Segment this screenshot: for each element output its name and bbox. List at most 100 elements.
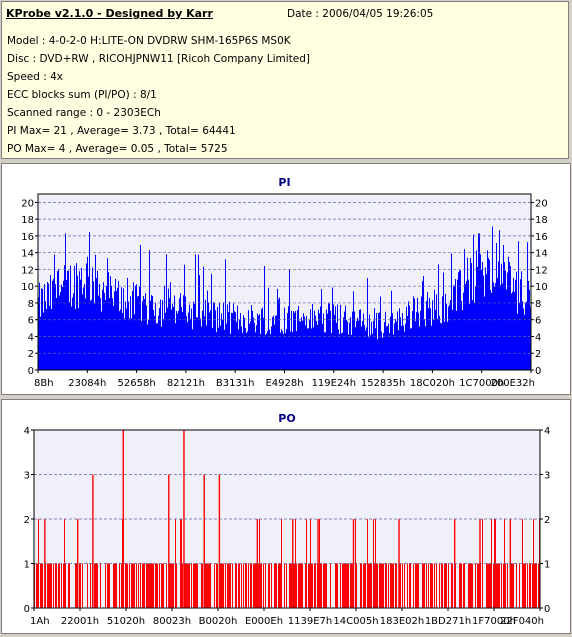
po-bar: [383, 563, 384, 608]
pi-bar: [309, 320, 310, 370]
po-bar: [301, 563, 302, 608]
po-bar: [53, 563, 54, 608]
po-bar: [445, 563, 446, 608]
po-bar: [532, 563, 533, 608]
po-bar: [241, 563, 242, 608]
pi-bar: [450, 300, 451, 370]
po-bar: [426, 563, 427, 608]
pi-bar: [270, 333, 271, 370]
pi-bar: [451, 253, 452, 370]
pi-bar: [443, 272, 444, 370]
chart-title: PO: [278, 412, 295, 425]
po-bar: [501, 563, 502, 608]
pi-bar: [503, 245, 504, 370]
pi-bar: [192, 329, 193, 370]
y-tick-label-right: 16: [535, 232, 548, 243]
po-bar: [136, 563, 137, 608]
po-bar: [114, 563, 115, 608]
po-bar: [434, 563, 435, 608]
po-bar: [460, 563, 461, 608]
pi-bar: [87, 256, 88, 370]
pi-bar: [507, 272, 508, 370]
po-spike: [168, 474, 170, 608]
po-bar: [79, 563, 80, 608]
po-bar: [271, 563, 272, 608]
pi-bar: [459, 270, 460, 370]
pi-bar: [95, 254, 96, 370]
po-bar: [463, 563, 464, 608]
pi-summary: PI Max= 21 , Average= 3.73 , Total= 6444…: [7, 125, 236, 137]
pi-bar: [325, 332, 326, 370]
po-bar: [196, 563, 197, 608]
pi-bar: [322, 323, 323, 370]
pi-bar: [100, 298, 101, 370]
pi-bar: [168, 288, 169, 370]
pi-bar: [120, 309, 121, 370]
po-bar: [315, 563, 316, 608]
pi-bar: [513, 277, 514, 370]
pi-bar: [157, 323, 158, 370]
po-bar: [265, 563, 266, 608]
pi-bar: [41, 288, 42, 370]
pi-bar: [388, 323, 389, 370]
y-tick-label-right: 4: [535, 332, 541, 343]
pi-bar: [126, 308, 127, 370]
y-tick-label-left: 8: [28, 299, 34, 310]
plot-border: [33, 429, 541, 609]
pi-bar: [218, 327, 219, 370]
po-bar: [147, 563, 148, 608]
pi-bar: [385, 311, 386, 370]
pi-bar: [500, 284, 501, 370]
pi-bar: [82, 294, 83, 370]
pi-bar: [262, 307, 263, 370]
pi-bar: [333, 304, 334, 370]
po-bar: [122, 519, 123, 608]
pi-bar: [238, 329, 239, 370]
pi-bar: [515, 279, 516, 370]
po-bar: [503, 563, 504, 608]
pi-bar: [439, 315, 440, 370]
pi-bar: [365, 330, 366, 370]
pi-bar: [357, 317, 358, 370]
pi-bar: [465, 284, 466, 370]
po-bar: [172, 563, 173, 608]
po-bar: [76, 563, 77, 608]
pi-bar: [481, 269, 482, 370]
pi-bar: [303, 313, 304, 370]
pi-bar: [108, 272, 109, 370]
pi-bar: [285, 333, 286, 370]
pi-bar: [96, 278, 97, 370]
y-tick-label-left: 3: [24, 471, 30, 482]
x-tick-label: 1BD271h: [425, 616, 471, 627]
po-bar: [368, 563, 369, 608]
pi-bar: [106, 285, 107, 370]
pi-bar: [342, 332, 343, 370]
po-bar: [478, 563, 479, 608]
po-bar: [280, 563, 281, 608]
po-bar: [63, 563, 64, 608]
po-bar: [530, 563, 531, 608]
po-bar: [144, 563, 145, 608]
po-bar: [346, 563, 347, 608]
po-bar: [324, 563, 325, 608]
pi-bar: [110, 276, 111, 370]
pi-bar: [455, 279, 456, 370]
po-bar: [87, 563, 88, 608]
pi-bar: [330, 310, 331, 370]
pi-bar: [403, 325, 404, 370]
pi-bar: [429, 297, 430, 370]
po-bar: [523, 563, 524, 608]
pi-bar: [216, 332, 217, 370]
po-bar: [223, 563, 224, 608]
po-bar: [335, 563, 336, 608]
pi-bar: [267, 331, 268, 370]
x-tick-label: E000Eh: [245, 616, 283, 627]
po-bar: [189, 563, 190, 608]
po-bar: [96, 563, 97, 608]
po-bar: [251, 563, 252, 608]
y-tick-label-left: 2: [24, 515, 30, 526]
pi-bar: [253, 317, 254, 370]
po-bar: [115, 563, 116, 608]
pi-bar: [258, 315, 259, 370]
pi-bar: [200, 318, 201, 370]
